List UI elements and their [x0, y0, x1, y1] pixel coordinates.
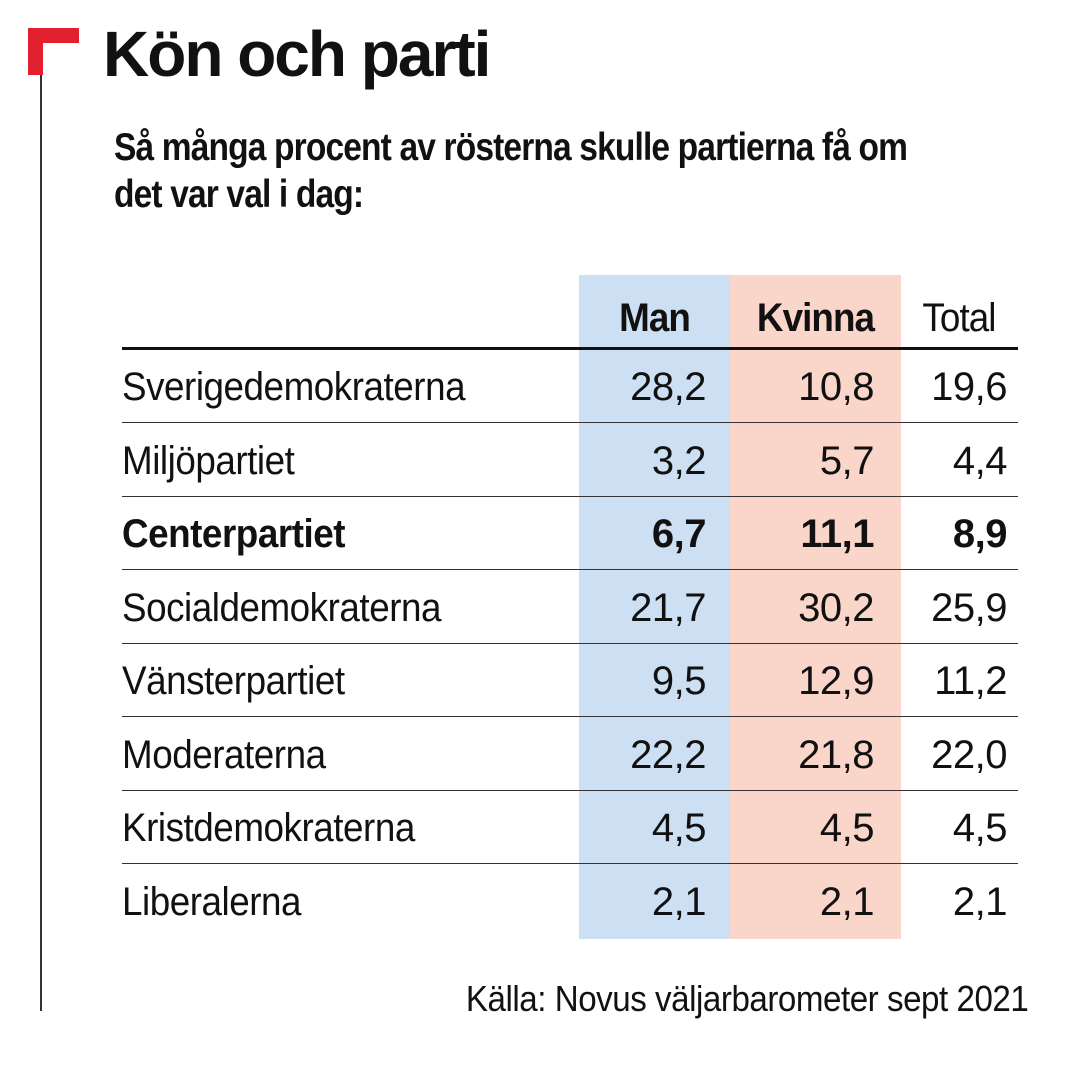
value-man: 3,2 — [651, 438, 707, 483]
party-name: Moderaterna — [122, 732, 326, 777]
table-row: Moderaterna 22,2 21,8 22,0 — [0, 718, 1080, 791]
table-row: Liberalerna 2,1 2,1 2,1 — [0, 865, 1080, 938]
value-kvinna: 30,2 — [798, 585, 874, 630]
value-total: 25,9 — [931, 585, 1007, 630]
value-man: 22,2 — [630, 732, 706, 777]
value-kvinna: 2,1 — [819, 879, 875, 924]
table-row: Kristdemokraterna 4,5 4,5 4,5 — [0, 791, 1080, 864]
value-total: 19,6 — [931, 365, 1007, 409]
table-row: Socialdemokraterna 21,7 30,2 25,9 — [0, 571, 1080, 644]
value-total: 8,9 — [952, 512, 1008, 556]
value-total: 22,0 — [931, 732, 1007, 777]
value-kvinna: 4,5 — [819, 806, 875, 850]
party-name: Liberalerna — [122, 879, 302, 924]
value-kvinna: 11,1 — [800, 512, 874, 556]
table-header: Man Kvinna Total — [0, 275, 1080, 351]
value-man: 6,7 — [651, 512, 707, 556]
value-kvinna: 10,8 — [798, 365, 874, 409]
value-man: 9,5 — [651, 659, 707, 703]
table-row: Sverigedemokraterna 28,2 10,8 19,6 — [0, 350, 1080, 423]
row-divider — [122, 422, 1018, 423]
value-total: 4,5 — [952, 806, 1008, 850]
table-row: Centerpartiet 6,7 11,1 8,9 — [0, 497, 1080, 570]
value-man: 21,7 — [630, 585, 706, 630]
party-name: Vänsterpartiet — [122, 659, 345, 703]
value-total: 2,1 — [952, 879, 1008, 924]
row-divider — [122, 642, 1018, 644]
party-name: Socialdemokraterna — [122, 585, 442, 630]
column-header-total: Total — [922, 296, 996, 340]
table-row: Vänsterpartiet 9,5 12,9 11,2 — [0, 644, 1080, 717]
party-name: Sverigedemokraterna — [122, 365, 466, 409]
man-column-background — [579, 275, 730, 939]
row-divider — [122, 495, 1018, 497]
row-divider — [122, 789, 1018, 791]
party-name: Miljöpartiet — [122, 438, 295, 483]
chart-title: Kön och parti — [103, 18, 491, 90]
left-vertical-rule — [40, 75, 42, 1011]
value-man: 4,5 — [651, 806, 707, 850]
value-kvinna: 12,9 — [798, 659, 874, 703]
value-kvinna: 21,8 — [798, 732, 874, 777]
chart-subtitle: Så många procent av rösterna skulle part… — [114, 126, 908, 216]
column-header-kvinna: Kvinna — [756, 296, 875, 340]
value-total: 4,4 — [952, 438, 1008, 483]
table-row: Miljöpartiet 3,2 5,7 4,4 — [0, 424, 1080, 497]
party-name: Kristdemokraterna — [122, 806, 415, 850]
party-name: Centerpartiet — [122, 512, 346, 556]
value-kvinna: 5,7 — [819, 438, 875, 483]
value-man: 2,1 — [651, 879, 707, 924]
column-header-man: Man — [619, 296, 691, 340]
value-man: 28,2 — [630, 365, 706, 409]
row-divider — [122, 716, 1018, 717]
brand-logo-notch — [43, 43, 79, 75]
header-divider — [122, 347, 1018, 350]
kvinna-column-background — [730, 275, 901, 939]
row-divider — [122, 569, 1018, 570]
value-total: 11,2 — [934, 659, 1007, 703]
source-note: Källa: Novus väljarbarometer sept 2021 — [465, 978, 1029, 1019]
row-divider — [122, 863, 1018, 864]
